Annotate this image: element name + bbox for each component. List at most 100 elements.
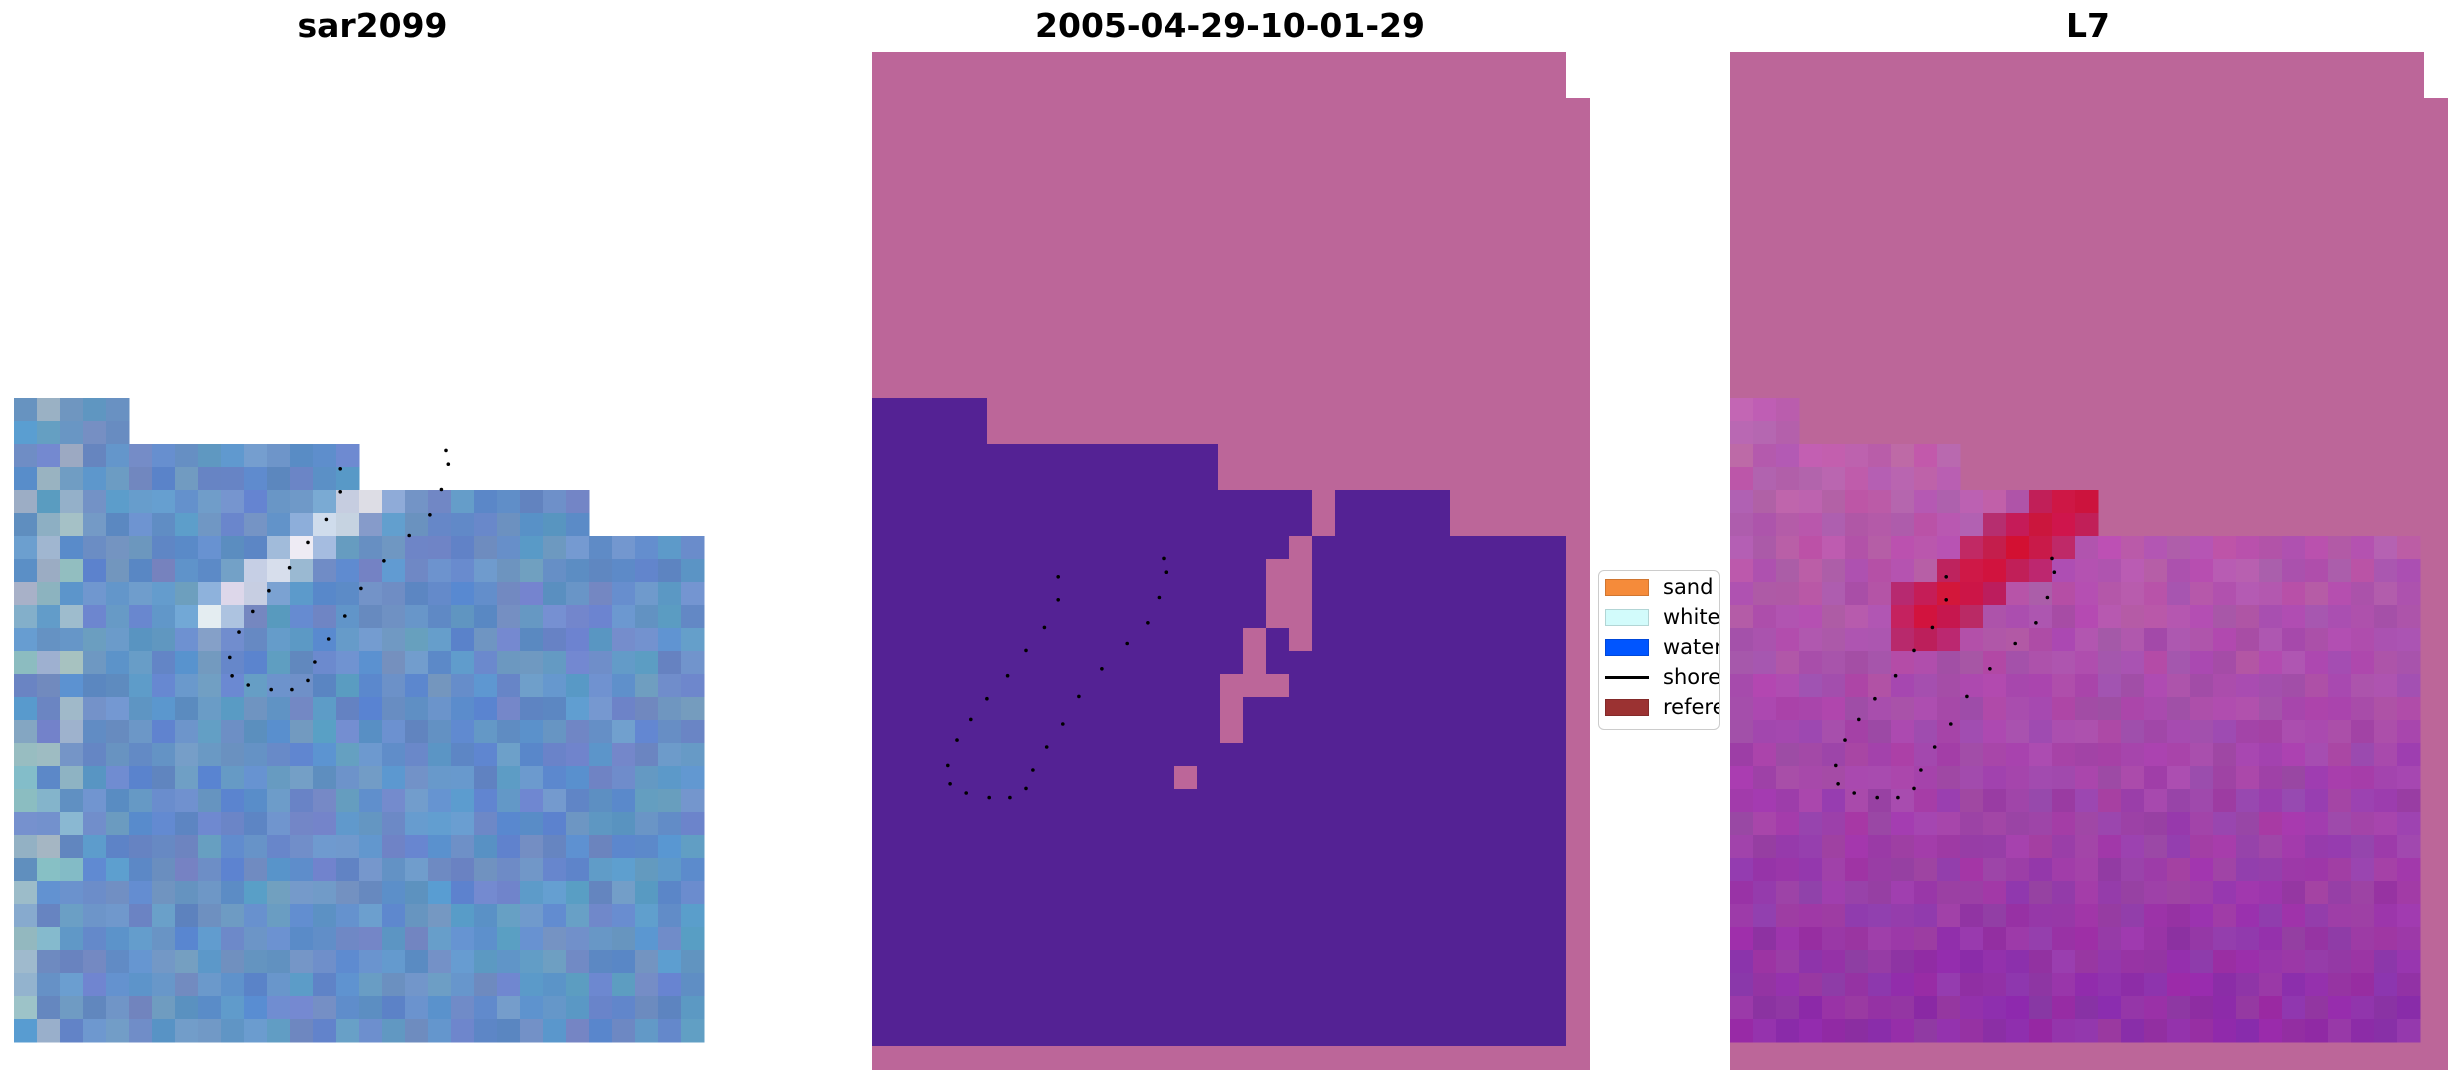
image-pixel xyxy=(382,697,406,721)
image-pixel xyxy=(60,996,84,1020)
overlay-pixel xyxy=(1753,536,1777,560)
image-pixel xyxy=(14,858,38,882)
image-pixel xyxy=(129,996,153,1020)
shoreline-point xyxy=(1056,575,1060,579)
overlay-pixel xyxy=(1914,605,1938,629)
image-pixel xyxy=(198,467,222,491)
image-pixel xyxy=(221,973,245,997)
overlay-pixel xyxy=(2374,720,2398,744)
image-pixel xyxy=(520,513,544,537)
overlay-pixel xyxy=(2006,996,2030,1020)
image-pixel xyxy=(612,881,636,905)
image-pixel xyxy=(83,950,107,974)
image-pixel xyxy=(359,628,383,652)
image-pixel xyxy=(474,766,498,790)
overlay-pixel xyxy=(2075,559,2099,583)
image-pixel xyxy=(60,973,84,997)
overlay-pixel xyxy=(2098,743,2122,767)
shoreline-point xyxy=(1005,673,1010,678)
overlay-pixel xyxy=(1983,490,2007,514)
image-pixel xyxy=(428,996,452,1020)
shoreline-point xyxy=(985,696,989,701)
overlay-pixel xyxy=(1753,720,1777,744)
image-pixel xyxy=(566,927,590,951)
image-pixel xyxy=(566,812,590,836)
overlay-pixel xyxy=(2075,789,2099,813)
overlay-pixel xyxy=(2075,513,2099,537)
overlay-pixel xyxy=(1983,789,2007,813)
image-pixel xyxy=(566,513,590,537)
shoreline-point xyxy=(1162,556,1166,561)
image-pixel xyxy=(244,467,268,491)
overlay-pixel xyxy=(1776,536,1800,560)
image-pixel xyxy=(198,582,222,606)
shoreline-point xyxy=(1873,696,1877,701)
overlay-pixel xyxy=(2075,720,2099,744)
overlay-pixel xyxy=(1776,950,1800,974)
image-pixel xyxy=(152,927,176,951)
overlay-pixel xyxy=(2374,743,2398,767)
overlay-pixel xyxy=(2213,743,2237,767)
image-pixel xyxy=(14,582,38,606)
overlay-pixel xyxy=(2075,651,2099,675)
overlay-pixel xyxy=(1983,743,2007,767)
image-pixel xyxy=(37,605,61,629)
overlay-pixel xyxy=(2029,996,2053,1020)
image-pixel xyxy=(428,1019,452,1043)
image-pixel xyxy=(405,950,429,974)
overlay-pixel xyxy=(1960,812,1984,836)
image-pixel xyxy=(658,904,682,928)
overlay-pixel xyxy=(2098,904,2122,928)
image-pixel xyxy=(566,1019,590,1043)
image-pixel xyxy=(336,559,360,583)
overlay-pixel xyxy=(1983,927,2007,951)
overlay-pixel xyxy=(2029,927,2053,951)
overlay-pixel xyxy=(2282,950,2306,974)
image-pixel xyxy=(658,858,682,882)
overlay-pixel xyxy=(1799,743,1823,767)
shoreline-point xyxy=(1988,667,1992,671)
image-pixel xyxy=(60,835,84,859)
image-pixel xyxy=(267,766,291,790)
overlay-pixel xyxy=(1868,559,1892,583)
image-pixel xyxy=(612,582,636,606)
image-pixel xyxy=(175,651,199,675)
overlay-pixel xyxy=(1960,927,1984,951)
image-pixel xyxy=(83,973,107,997)
image-pixel xyxy=(474,858,498,882)
image-pixel xyxy=(198,536,222,560)
image-pixel xyxy=(37,812,61,836)
image-pixel xyxy=(221,490,245,514)
overlay-pixel xyxy=(1937,697,1961,721)
overlay-pixel xyxy=(1937,582,1961,606)
overlay-pixel xyxy=(2305,812,2329,836)
overlay-pixel xyxy=(2052,628,2076,652)
overlay-pixel xyxy=(1776,927,1800,951)
image-pixel xyxy=(474,559,498,583)
image-pixel xyxy=(106,973,130,997)
image-pixel xyxy=(474,973,498,997)
shoreline-point xyxy=(237,630,241,634)
overlay-pixel xyxy=(2144,835,2168,859)
image-pixel xyxy=(543,651,567,675)
overlay-pixel xyxy=(2236,973,2260,997)
overlay-pixel xyxy=(2075,996,2099,1020)
image-pixel xyxy=(520,582,544,606)
overlay-pixel xyxy=(2121,927,2145,951)
image-pixel xyxy=(129,973,153,997)
overlay-pixel xyxy=(2328,927,2352,951)
overlay-pixel xyxy=(2213,674,2237,698)
overlay-pixel xyxy=(1822,789,1846,813)
overlay-pixel xyxy=(1914,444,1938,468)
overlay-pixel xyxy=(2167,651,2191,675)
image-pixel xyxy=(382,927,406,951)
image-pixel xyxy=(566,536,590,560)
overlay-pixel xyxy=(2213,697,2237,721)
overlay-pixel xyxy=(1730,628,1754,652)
overlay-pixel xyxy=(2052,697,2076,721)
overlay-pixel xyxy=(2167,835,2191,859)
overlay-pixel xyxy=(2075,973,2099,997)
overlay-pixel xyxy=(1937,927,1961,951)
overlay-pixel xyxy=(1776,835,1800,859)
image-pixel xyxy=(359,651,383,675)
